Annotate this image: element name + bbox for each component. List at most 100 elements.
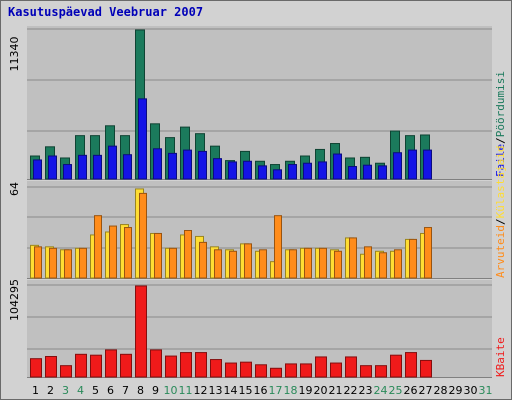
y-max-label-3: 104295 (8, 279, 21, 321)
bar-kbaite (285, 363, 297, 378)
bar-arvuteid (64, 249, 72, 279)
x-tick-label: 21 (329, 384, 343, 397)
x-tick-label: 26 (404, 384, 418, 397)
bar-arvuteid (274, 215, 282, 279)
bar-kbaite (270, 367, 282, 378)
legend-label: Arvuteid/Külastajaid (494, 146, 507, 278)
bar-arvuteid (424, 227, 432, 279)
bar-arvuteid (94, 215, 102, 279)
bar-kbaite (135, 285, 147, 378)
bar-faile (273, 169, 282, 180)
bar-faile (363, 164, 372, 180)
bar-faile (153, 148, 162, 180)
bar-kbaite (180, 352, 192, 378)
bar-arvuteid (409, 238, 417, 279)
x-tick-label: 7 (122, 384, 129, 397)
legend-arvuteid: Arvuteid (494, 225, 507, 278)
bar-arvuteid (184, 230, 192, 279)
x-tick-label: 9 (152, 384, 159, 397)
bar-faile (123, 154, 132, 180)
bar-kbaite (390, 354, 402, 378)
legend-k-lastajaid: Külastajaid (494, 146, 507, 219)
bar-kbaite (165, 355, 177, 378)
bar-kbaite (225, 362, 237, 378)
x-tick-label: 5 (92, 384, 99, 397)
bar-faile (243, 160, 252, 180)
bar-arvuteid (34, 246, 42, 279)
bar-faile (93, 154, 102, 180)
x-tick-label: 8 (137, 384, 144, 397)
bar-kbaite (345, 356, 357, 378)
bar-faile (228, 161, 237, 180)
x-tick-label: 1 (32, 384, 39, 397)
bar-kbaite (60, 365, 72, 378)
x-tick-label: 31 (479, 384, 493, 397)
x-tick-label: 15 (239, 384, 253, 397)
bar-faile (138, 98, 147, 180)
bar-kbaite (330, 362, 342, 378)
bar-kbaite (405, 352, 417, 378)
x-tick-label: 13 (209, 384, 223, 397)
x-tick-label: 10 (164, 384, 178, 397)
legend-p-rdumisi: Pöördumisi (494, 71, 507, 137)
bar-arvuteid (349, 237, 357, 279)
bar-arvuteid (289, 249, 297, 279)
bar-kbaite (30, 358, 42, 378)
bar-faile (198, 150, 207, 180)
bar-arvuteid (169, 247, 177, 279)
bar-faile (408, 149, 417, 180)
bar-arvuteid (244, 243, 252, 279)
legend-separator: / (494, 218, 507, 225)
bar-faile (348, 166, 357, 180)
x-tick-label: 25 (389, 384, 403, 397)
bar-faile (318, 161, 327, 180)
x-tick-label: 16 (254, 384, 268, 397)
x-tick-label: 23 (359, 384, 373, 397)
bar-kbaite (90, 354, 102, 378)
bar-kbaite (45, 355, 57, 378)
bar-kbaite (210, 359, 222, 378)
bar-kbaite (315, 356, 327, 378)
x-tick-label: 3 (62, 384, 69, 397)
bar-kbaite (75, 353, 87, 378)
bar-arvuteid (139, 192, 147, 279)
bar-kbaite (105, 349, 117, 378)
bar-faile (378, 165, 387, 180)
bar-faile (63, 164, 72, 180)
x-tick-label: 24 (374, 384, 388, 397)
bar-faile (258, 165, 267, 180)
bar-kbaite (420, 359, 432, 378)
y-max-label-1: 11340 (8, 37, 21, 72)
x-tick-label: 4 (77, 384, 84, 397)
chart-title: Kasutuspäevad Veebruar 2007 (8, 5, 204, 19)
bar-kbaite (120, 353, 132, 378)
legend-faile: Faile (494, 144, 507, 177)
x-tick-label: 18 (284, 384, 298, 397)
legend-label: KBaite (494, 337, 507, 377)
bar-arvuteid (124, 227, 132, 279)
bar-arvuteid (304, 247, 312, 279)
bar-arvuteid (379, 252, 387, 279)
bar-faile (33, 159, 42, 180)
bar-kbaite (360, 365, 372, 378)
bar-arvuteid (109, 225, 117, 279)
bar-faile (288, 164, 297, 180)
x-tick-label: 6 (107, 384, 114, 397)
x-tick-label: 19 (299, 384, 313, 397)
x-tick-label: 28 (434, 384, 448, 397)
bar-arvuteid (214, 249, 222, 279)
bar-faile (168, 152, 177, 180)
bar-arvuteid (319, 247, 327, 279)
bar-faile (78, 154, 87, 180)
bar-faile (423, 149, 432, 180)
bar-faile (303, 162, 312, 180)
bar-faile (333, 153, 342, 180)
x-tick-label: 22 (344, 384, 358, 397)
bar-faile (48, 155, 57, 180)
bar-arvuteid (199, 241, 207, 279)
x-tick-label: 2 (47, 384, 54, 397)
bar-arvuteid (49, 247, 57, 279)
x-tick-label: 11 (179, 384, 193, 397)
